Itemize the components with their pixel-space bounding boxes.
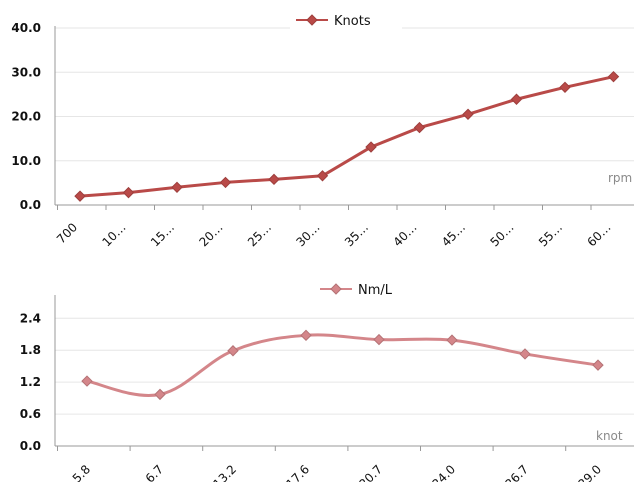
x-tick-label: 50… bbox=[487, 220, 516, 249]
y-tick-label: 10.0 bbox=[11, 154, 41, 168]
legend: Nm/L bbox=[314, 279, 426, 299]
x-tick-label: 10… bbox=[99, 220, 128, 249]
data-point[interactable] bbox=[122, 186, 135, 199]
y-tick-label: 0.0 bbox=[20, 439, 41, 453]
y-tick-label: 40.0 bbox=[11, 21, 41, 35]
y-tick-label: 1.8 bbox=[20, 343, 41, 357]
y-tick-label: 0.0 bbox=[20, 198, 41, 212]
data-point[interactable] bbox=[462, 108, 474, 120]
x-tick-label: 25… bbox=[245, 220, 274, 249]
x-tick-label: 13.2 bbox=[210, 462, 239, 482]
data-point[interactable] bbox=[519, 348, 531, 360]
x-tick-label: 29.0 bbox=[575, 462, 604, 482]
unit-label: knot bbox=[596, 429, 623, 443]
legend-label: Nm/L bbox=[358, 283, 393, 298]
x-tick-label: 20… bbox=[196, 220, 225, 249]
legend-marker bbox=[330, 283, 342, 295]
legend-background bbox=[314, 279, 426, 299]
x-tick-label: 5.8 bbox=[70, 462, 93, 482]
x-tick-label: 40… bbox=[390, 220, 419, 249]
y-tick-label: 20.0 bbox=[11, 110, 41, 124]
legend: Knots bbox=[290, 10, 402, 30]
unit-label: rpm bbox=[608, 171, 632, 185]
y-tick-label: 30.0 bbox=[11, 65, 41, 79]
legend-background bbox=[290, 10, 402, 30]
data-point[interactable] bbox=[171, 181, 183, 194]
data-point[interactable] bbox=[300, 329, 312, 342]
data-point[interactable] bbox=[227, 345, 239, 357]
chart-2: 0.0 0.6 1.2 1.8 2.4 5.8 6.7 13.2 17.6 20.7 24.0 26.… bbox=[20, 279, 634, 482]
data-point[interactable] bbox=[365, 141, 377, 153]
y-tick-label: 0.6 bbox=[20, 407, 41, 421]
x-tick-label: 20.7 bbox=[356, 462, 385, 482]
data-point[interactable] bbox=[268, 173, 280, 186]
data-point[interactable] bbox=[510, 93, 523, 105]
data-point[interactable] bbox=[413, 121, 426, 134]
data-point[interactable] bbox=[592, 359, 604, 371]
data-point[interactable] bbox=[316, 170, 329, 182]
legend-label: Knots bbox=[334, 14, 371, 29]
data-point[interactable] bbox=[154, 388, 166, 401]
data-point[interactable] bbox=[74, 190, 86, 202]
y-tick-label: 1.2 bbox=[20, 375, 41, 389]
x-tick-label: 700 bbox=[54, 220, 80, 246]
data-point[interactable] bbox=[219, 176, 232, 189]
data-point[interactable] bbox=[559, 81, 571, 94]
chart-1: 0.0 10.0 20.0 30.0 40.0 700 10… 15… 20… 25… 30… 35…… bbox=[11, 10, 634, 249]
x-tick-label: 35… bbox=[342, 220, 371, 249]
x-tick-label: 60… bbox=[584, 220, 613, 249]
x-tick-label: 17.6 bbox=[283, 462, 312, 482]
x-tick-label: 30… bbox=[293, 220, 322, 249]
data-point[interactable] bbox=[446, 334, 458, 346]
legend-marker bbox=[306, 14, 318, 26]
x-tick-label: 45… bbox=[439, 220, 468, 249]
x-tick-label: 55… bbox=[536, 220, 565, 249]
data-point[interactable] bbox=[607, 70, 620, 83]
x-tick-label: 15… bbox=[148, 220, 177, 249]
x-tick-label: 24.0 bbox=[429, 462, 458, 482]
y-tick-label: 2.4 bbox=[20, 311, 41, 325]
x-tick-label: 6.7 bbox=[143, 462, 166, 482]
series-line bbox=[86, 333, 599, 397]
series-line bbox=[79, 75, 614, 198]
data-point[interactable] bbox=[373, 333, 385, 346]
data-point[interactable] bbox=[81, 375, 93, 387]
x-tick-label: 26.7 bbox=[502, 462, 531, 482]
